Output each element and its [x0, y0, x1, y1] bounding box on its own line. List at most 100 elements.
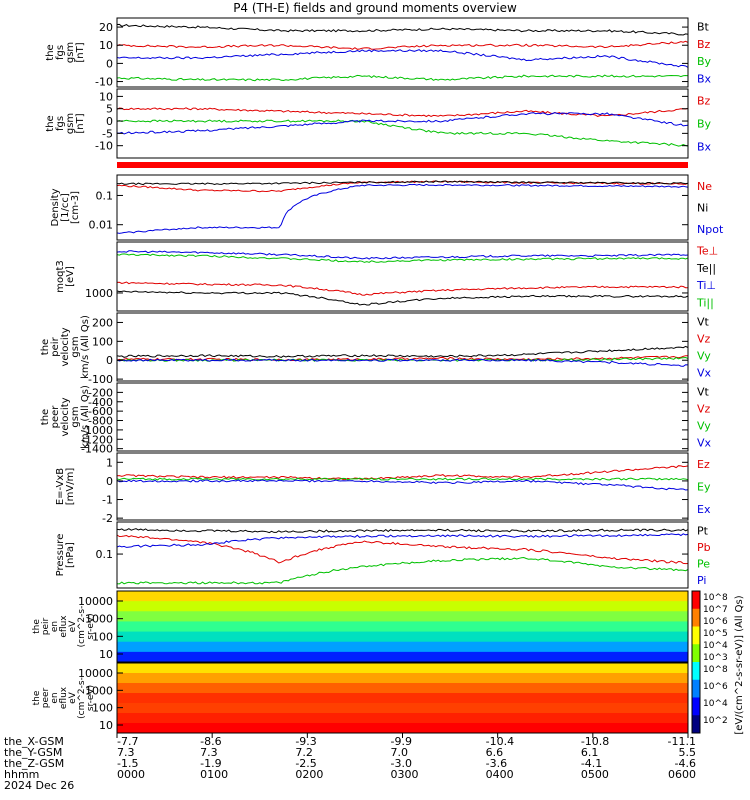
y-tick-label: -1000: [81, 424, 113, 437]
series-line: [116, 180, 689, 186]
y-tick-label: 10: [99, 648, 113, 661]
y-axis-label: Density: [50, 188, 61, 226]
x-tick-label: -8.6: [200, 735, 221, 748]
y-tick-label: 0.1: [96, 548, 114, 561]
colorbar-label: [eV/(cm^2-s-sr-eV)] (All Qs): [734, 595, 745, 734]
series-line: [116, 533, 689, 548]
x-tick-label: -9.3: [295, 735, 316, 748]
y-tick-label: 20: [99, 21, 113, 34]
panel-8: [116, 521, 689, 589]
y-tick-label: 10000: [78, 667, 113, 680]
legend-entry: Npot: [697, 223, 724, 236]
series-line: [116, 183, 689, 234]
x-tick-label: -1.5: [117, 757, 138, 770]
y-axis-label: moqt3: [55, 260, 66, 293]
legend-entry: Pe: [697, 557, 710, 570]
y-axis-label: km/s (All Qs): [80, 385, 91, 449]
y-tick-label: 0.01: [89, 219, 114, 232]
legend-entry: Ne: [697, 180, 712, 193]
x-tick-label: 0400: [486, 768, 514, 781]
panel-frame: [116, 312, 689, 382]
spectrogram-band: [117, 611, 688, 622]
x-tick-label: -3.6: [486, 757, 507, 770]
colorbar-tick-label: 10^7: [703, 605, 728, 615]
y-axis-label: the: [32, 619, 42, 634]
x-tick-label: -2.5: [295, 757, 316, 770]
legend-entry: Ex: [697, 503, 711, 516]
x-tick-label: 6.1: [581, 746, 599, 759]
panel-frame: [116, 382, 689, 452]
legend-entry: Ey: [697, 481, 711, 494]
legend-entry: Ti||: [696, 296, 714, 309]
legend-entry: Pb: [697, 541, 711, 554]
y-axis-label: (cm^2-s-: [77, 677, 87, 719]
x-tick-label: -7.7: [117, 735, 138, 748]
panel-1: [116, 17, 689, 88]
x-row-label: the_Y-GSM: [4, 746, 62, 759]
panel-3: [116, 174, 689, 241]
series-line: [116, 534, 689, 565]
y-axis-label: eflux: [59, 686, 69, 709]
panel-7: [116, 452, 689, 521]
legend-entry: Bz: [697, 38, 711, 51]
x-tick-label: -1.9: [200, 757, 221, 770]
y-axis-label: gsm: [65, 42, 76, 63]
series-line: [116, 23, 689, 36]
colorbar-segment: [692, 608, 700, 627]
status-strip: [117, 162, 688, 168]
y-tick-label: -1: [102, 494, 113, 507]
y-axis-label: km/s (All Qs): [80, 315, 91, 379]
x-tick-label: 0500: [581, 768, 609, 781]
x-tick-label: 5.5: [679, 746, 697, 759]
legend-entry: Pi: [697, 574, 706, 587]
x-tick-label: 7.3: [117, 746, 135, 759]
y-tick-label: -100: [88, 373, 113, 386]
y-tick-label: -10: [95, 76, 113, 89]
x-tick-label: 6.6: [486, 746, 504, 759]
legend-entry: Pt: [697, 524, 709, 537]
colorbar-tick-label: 10^6: [703, 617, 728, 627]
legend-entry: Vt: [697, 386, 710, 399]
series-line: [116, 281, 688, 296]
y-axis-label: en: [50, 621, 60, 632]
x-tick-label: -9.9: [391, 735, 412, 748]
x-tick-label: 7.2: [295, 746, 313, 759]
y-axis-label: [nPa]: [65, 542, 76, 568]
series-line: [116, 345, 689, 358]
colorbar-segment: [692, 662, 700, 681]
y-tick-label: 10: [99, 719, 113, 732]
colorbar-segment: [692, 626, 700, 645]
series-line: [116, 119, 689, 147]
x-tick-label: 0300: [391, 768, 419, 781]
x-row-label: the_X-GSM: [4, 735, 64, 748]
x-tick-label: 0600: [668, 768, 696, 781]
panel-frame: [116, 17, 689, 88]
y-axis-label: [nT]: [75, 42, 86, 62]
y-axis-label: peer: [50, 405, 61, 429]
series-line: [116, 253, 689, 263]
y-axis-label: [1/cc]: [60, 193, 71, 222]
legend-entry: By: [697, 118, 712, 131]
series-line: [116, 74, 689, 82]
colorbar-segment: [692, 679, 700, 698]
series-line: [116, 250, 689, 260]
series-line: [116, 479, 689, 491]
x-tick-label: -4.1: [581, 757, 602, 770]
panel-frame: [116, 590, 689, 663]
y-axis-label: sr-eV): [86, 685, 96, 711]
legend-entry: Vt: [697, 316, 710, 329]
colorbar-tick-label: 10^4: [703, 641, 728, 651]
spectrogram-band: [117, 621, 688, 633]
spectrogram-band: [117, 601, 688, 612]
y-axis-label: eflux: [59, 615, 69, 638]
legend-entry: Ez: [697, 458, 710, 471]
spectrogram-band: [117, 713, 688, 724]
colorbar-segment: [692, 715, 700, 734]
y-axis-label: [cm-3]: [70, 191, 81, 224]
x-tick-label: -3.0: [391, 757, 412, 770]
legend-entry: Vy: [697, 350, 711, 363]
y-axis-label: velocity: [60, 327, 71, 366]
legend-entry: Te⊥: [696, 245, 718, 258]
x-tick-label: 0200: [295, 768, 323, 781]
